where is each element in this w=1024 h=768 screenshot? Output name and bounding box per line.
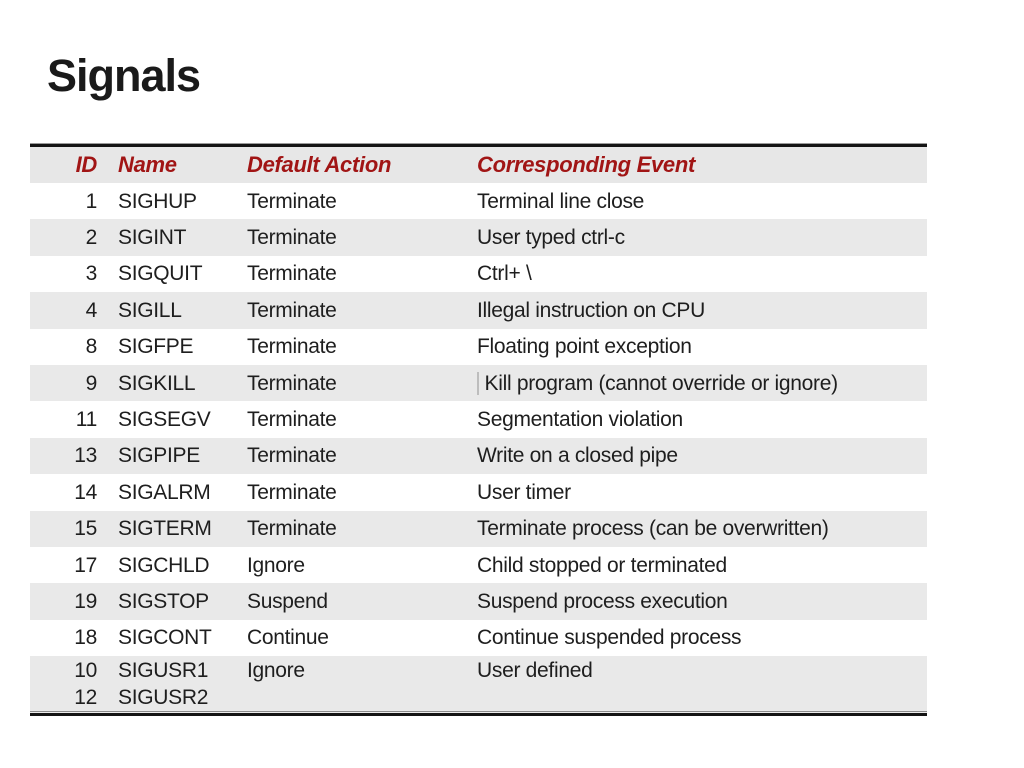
cell-name: SIGTERM [118,517,212,541]
cell-id: 17 [74,553,97,577]
cell-event: Ctrl+ \ [477,262,532,286]
cell-name: SIGALRM [118,480,211,504]
signals-table: ID Name Default Action Corresponding Eve… [30,143,927,717]
table-row: 18 SIGCONT Continue Continue suspended p… [30,619,927,657]
cell-action: Terminate [247,335,337,359]
cell-id: 2 [85,226,98,250]
cell-action: Ignore [247,553,305,577]
cell-event: Terminate process (can be overwritten) [477,517,829,541]
page-title: Signals [47,50,201,101]
cell-action: Terminate [247,262,337,286]
table-row: 10 12 SIGUSR1 SIGUSR2 Ignore User define… [30,656,927,712]
cell-event: Floating point exception [477,335,692,359]
table-row: 8 SIGFPE Terminate Floating point except… [30,328,927,365]
header-cell-event: Corresponding Event [477,152,695,177]
cell-id: 11 [75,408,98,432]
cell-action: Terminate [247,371,337,395]
cell-id: 1 [85,189,98,213]
cell-id: 13 [74,444,97,468]
cell-event: Illegal instruction on CPU [477,298,705,322]
cell-name-2: SIGUSR2 [118,686,209,710]
cell-id-2: 12 [74,686,97,710]
table-row: 14 SIGALRM Terminate User timer [30,474,927,511]
cell-action: Terminate [247,480,337,504]
table-row: 19 SIGSTOP Suspend Suspend process execu… [30,583,927,620]
cell-action: Continue [247,626,329,650]
cell-name: SIGQUIT [118,262,203,286]
table-top-border [30,143,927,147]
cell-id: 19 [74,589,97,613]
cell-name: SIGHUP [118,189,197,213]
cell-event: User typed ctrl-c [477,226,625,250]
cell-action: Terminate [247,226,337,250]
table-row: 11 SIGSEGV Terminate Segmentation violat… [30,401,927,438]
table-bottom-border [30,711,927,717]
cell-id: 18 [74,626,97,650]
cell-name: SIGCONT [118,626,212,650]
cell-id: 9 [85,371,98,395]
cell-event: Child stopped or terminated [477,553,727,577]
cell-name: SIGINT [118,226,187,250]
cell-name: SIGPIPE [118,444,200,468]
cell-id: 10 [74,659,97,683]
cell-action: Terminate [247,444,337,468]
cell-action: Ignore [247,659,305,683]
cell-id: 15 [74,517,97,541]
table-row: 3 SIGQUIT Terminate Ctrl+ \ [30,255,927,293]
cell-action: Suspend [247,589,328,613]
cell-event: User timer [477,480,571,504]
cell-name: SIGFPE [118,335,194,359]
cell-name: SIGUSR1 [118,659,209,683]
cell-name: SIGILL [118,298,182,322]
cell-action: Terminate [247,517,337,541]
table-body: 1 SIGHUP Terminate Terminal line close 2 [30,183,927,712]
cell-name: SIGSEGV [118,408,211,432]
header-cell-id: ID [75,152,98,177]
cell-name: SIGSTOP [118,589,209,613]
cell-id: 14 [74,480,97,504]
cursor-artifact [477,371,479,395]
cell-event: Suspend process execution [477,589,728,613]
cell-action: Terminate [247,408,337,432]
cell-event: Continue suspended process [477,626,742,650]
table-row: 17 SIGCHLD Ignore Child stopped or termi… [30,546,927,584]
cell-id: 3 [85,262,98,286]
cell-id: 8 [85,335,98,359]
cell-name: SIGCHLD [118,553,210,577]
cell-action: Terminate [247,189,337,213]
table-header-row: ID Name Default Action Corresponding Eve… [30,147,927,183]
cell-id: 4 [85,298,98,322]
cell-name: SIGKILL [118,371,196,395]
cell-event: Segmentation violation [477,408,683,432]
cell-event: Kill program (cannot override or ignore) [484,371,839,395]
table-row: 13 SIGPIPE Terminate Write on a closed p… [30,437,927,475]
header-cell-name: Name [118,152,177,177]
cell-action: Terminate [247,298,337,322]
table-row: 1 SIGHUP Terminate Terminal line close [30,183,927,220]
table-row: 4 SIGILL Terminate Illegal instruction o… [30,292,927,329]
cell-event: Write on a closed pipe [477,444,678,468]
table-row: 9 SIGKILL Terminate Kill program (cannot… [30,364,927,402]
table-row: 2 SIGINT Terminate User typed ctrl-c [30,219,927,256]
cell-event: Terminal line close [477,189,645,213]
cell-event: User defined [477,659,593,683]
table-row: 15 SIGTERM Terminate Terminate process (… [30,510,927,547]
header-cell-action: Default Action [247,152,392,177]
